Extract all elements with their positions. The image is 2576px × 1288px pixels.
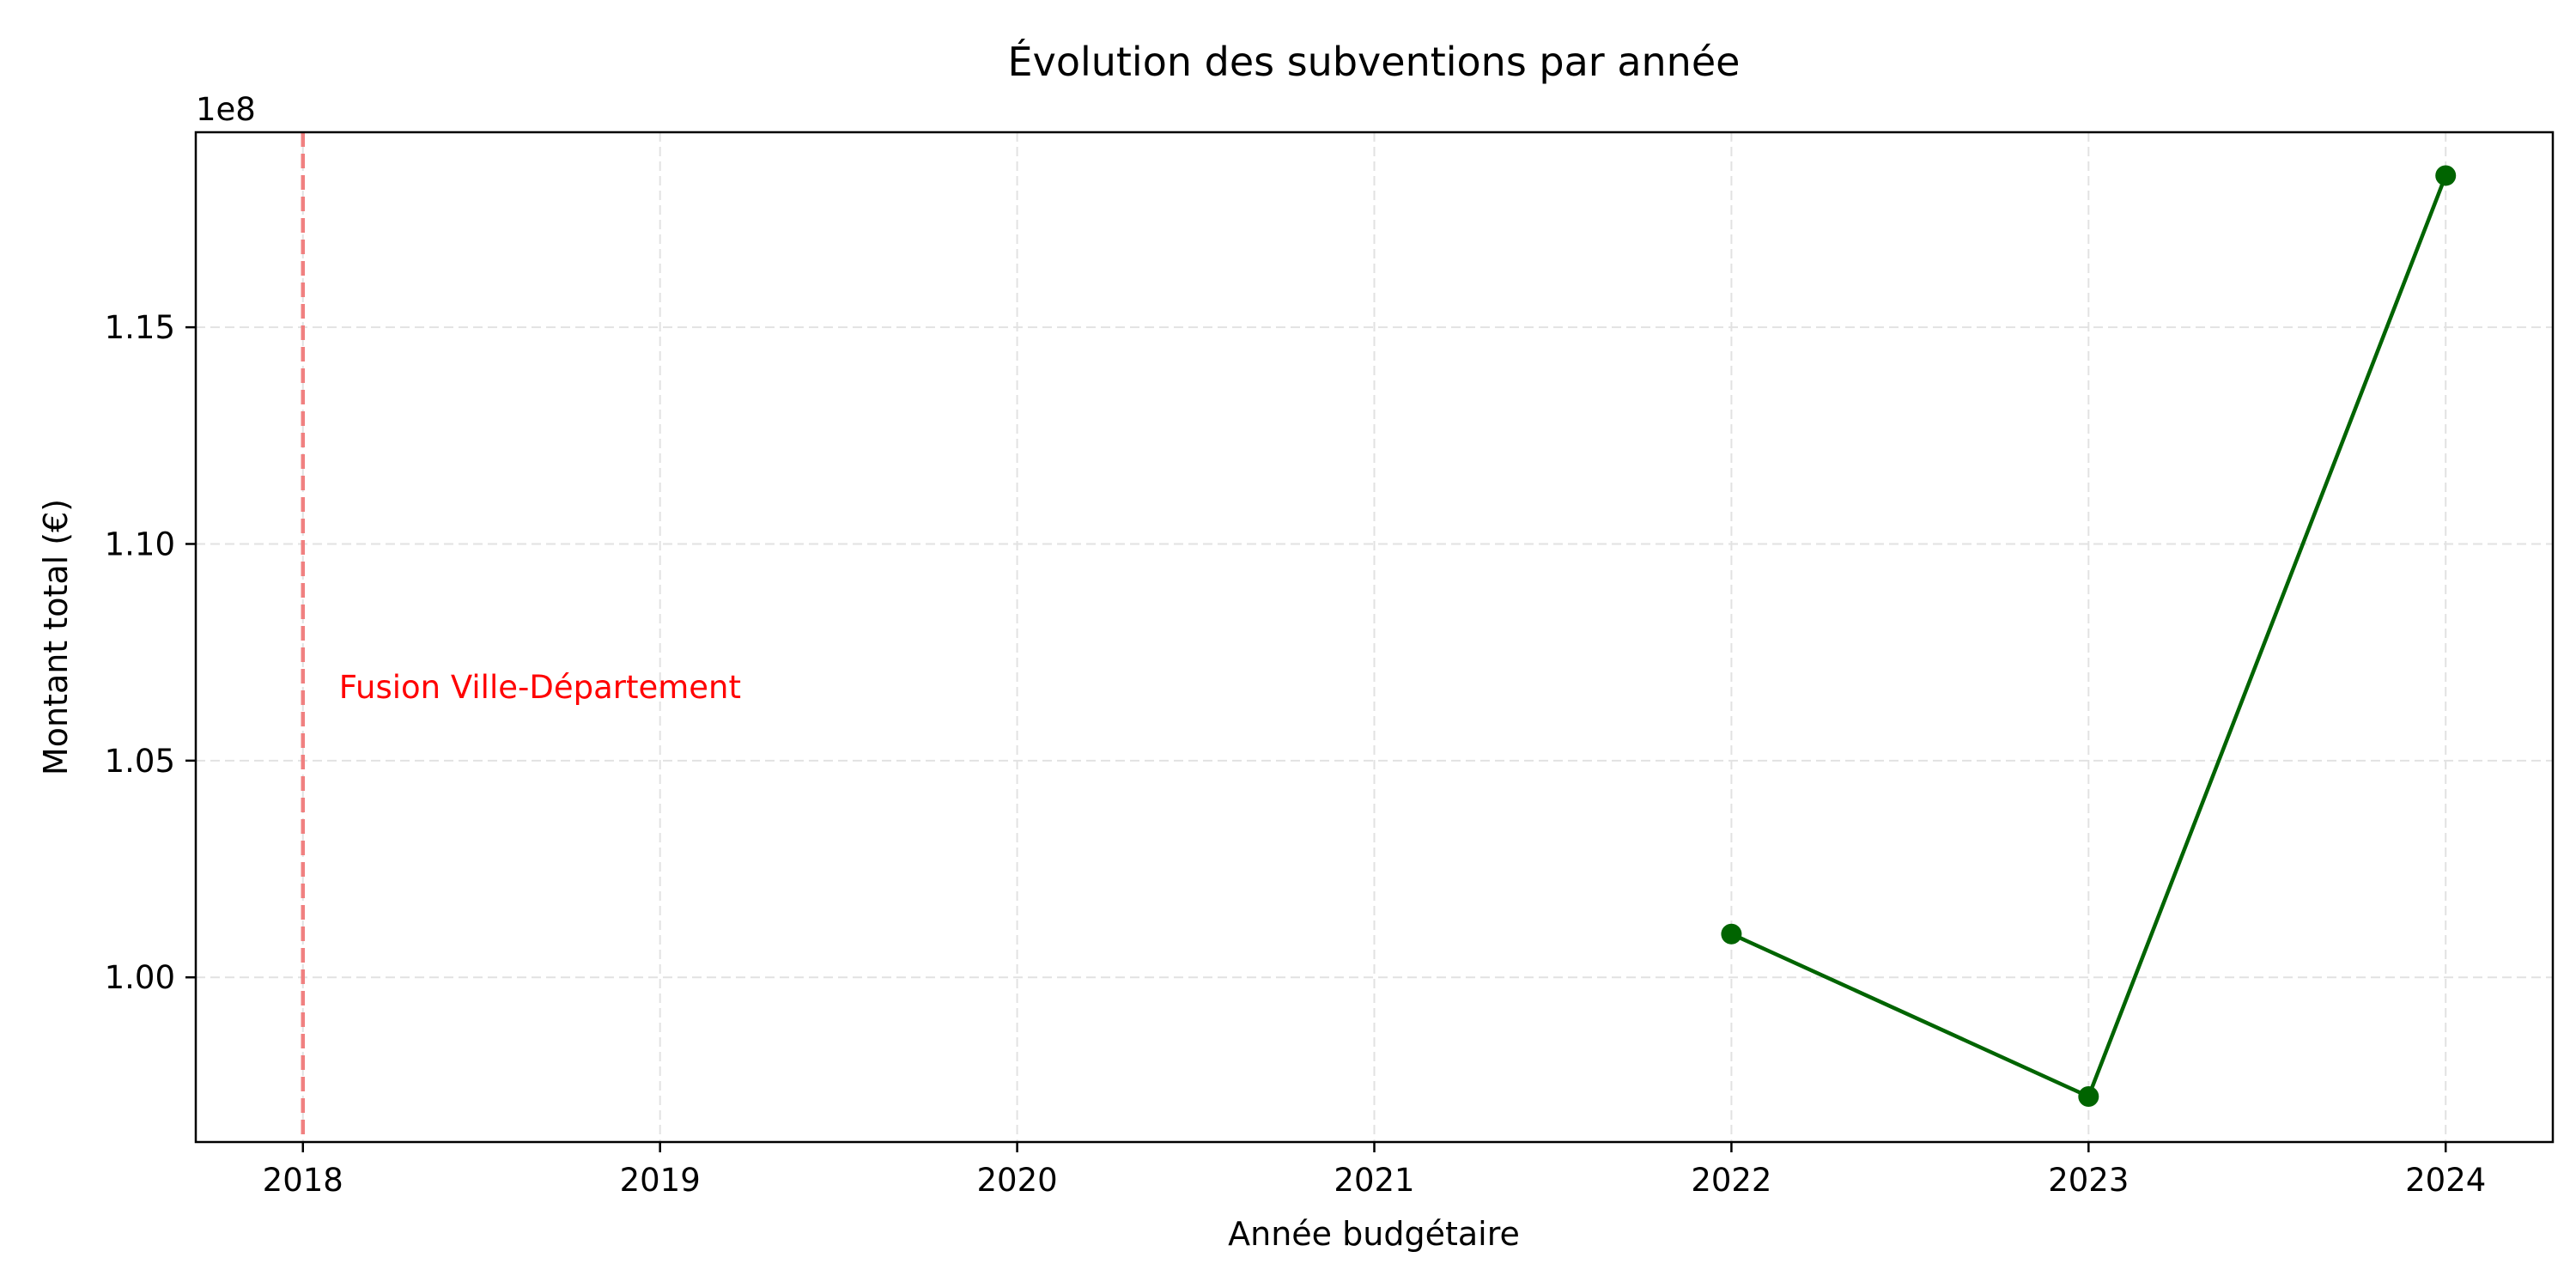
x-tick-label: 2020	[977, 1162, 1058, 1199]
reference-vline-label: Fusion Ville-Département	[339, 669, 741, 706]
x-tick-label: 2024	[2405, 1162, 2486, 1199]
y-axis-ticks: 1.00 1.05 1.10 1.15	[105, 309, 196, 996]
data-series	[1721, 165, 2457, 1108]
x-tick-label: 2023	[2048, 1162, 2129, 1199]
x-tick-label: 2022	[1691, 1162, 1771, 1199]
data-point	[2435, 165, 2457, 186]
annotations: Fusion Ville-Département	[301, 132, 741, 1142]
data-point	[1721, 923, 1742, 945]
x-tick-label: 2018	[263, 1162, 343, 1199]
chart-title: Évolution des subventions par année	[1008, 39, 1741, 85]
grid-lines	[196, 132, 2553, 1142]
y-tick-label: 1.10	[105, 526, 175, 562]
y-tick-label: 1.05	[105, 743, 175, 780]
x-tick-label: 2021	[1334, 1162, 1414, 1199]
x-axis-label: Année budgétaire	[1228, 1215, 1520, 1253]
y-offset-label: 1e8	[196, 91, 256, 128]
data-point	[2078, 1086, 2099, 1108]
x-tick-label: 2019	[620, 1162, 701, 1199]
y-tick-label: 1.15	[105, 309, 175, 346]
y-tick-label: 1.00	[105, 959, 175, 996]
x-axis-ticks: 2018 2019 2020 2021 2022 2023 2024	[263, 1142, 2486, 1199]
y-axis-label: Montant total (€)	[37, 499, 75, 775]
